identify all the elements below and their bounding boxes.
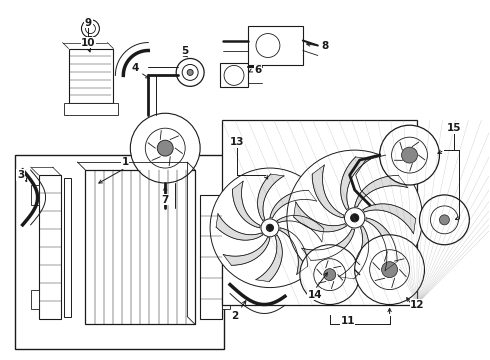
Circle shape xyxy=(85,24,96,33)
Circle shape xyxy=(392,137,427,173)
Circle shape xyxy=(382,262,397,278)
Circle shape xyxy=(261,219,279,237)
Polygon shape xyxy=(366,218,397,271)
Text: 13: 13 xyxy=(230,137,245,147)
Circle shape xyxy=(369,250,410,289)
Polygon shape xyxy=(256,235,282,282)
Circle shape xyxy=(287,150,422,285)
Polygon shape xyxy=(355,175,408,207)
Circle shape xyxy=(344,208,365,228)
Circle shape xyxy=(324,269,336,280)
Circle shape xyxy=(401,147,417,163)
Polygon shape xyxy=(341,157,370,210)
Bar xyxy=(222,120,416,305)
Text: 14: 14 xyxy=(308,289,322,300)
Text: 2: 2 xyxy=(231,311,239,321)
Circle shape xyxy=(380,125,440,185)
Circle shape xyxy=(314,259,346,291)
Polygon shape xyxy=(294,202,346,232)
Polygon shape xyxy=(277,215,324,242)
Text: 8: 8 xyxy=(321,41,328,50)
Text: 9: 9 xyxy=(85,18,92,28)
Circle shape xyxy=(431,206,458,234)
Bar xyxy=(64,103,119,115)
Circle shape xyxy=(157,140,173,156)
Text: 12: 12 xyxy=(410,300,425,310)
Circle shape xyxy=(256,33,280,58)
Polygon shape xyxy=(270,190,317,218)
Text: 7: 7 xyxy=(162,195,169,205)
Circle shape xyxy=(300,245,360,305)
Bar xyxy=(30,289,39,310)
Bar xyxy=(39,175,61,319)
Text: 4: 4 xyxy=(132,63,139,73)
Circle shape xyxy=(145,128,185,168)
Circle shape xyxy=(440,215,449,225)
Circle shape xyxy=(176,58,204,86)
Polygon shape xyxy=(280,228,307,274)
Bar xyxy=(200,195,222,319)
Bar xyxy=(64,178,72,318)
Polygon shape xyxy=(223,238,270,265)
Bar xyxy=(15,155,224,349)
Text: 15: 15 xyxy=(447,123,462,133)
Text: 6: 6 xyxy=(254,66,262,76)
Text: 3: 3 xyxy=(17,170,24,180)
Polygon shape xyxy=(363,204,416,234)
Bar xyxy=(30,185,39,205)
Polygon shape xyxy=(216,214,263,240)
Text: 10: 10 xyxy=(81,37,96,48)
Circle shape xyxy=(355,235,424,305)
Text: 1: 1 xyxy=(122,157,129,167)
Circle shape xyxy=(224,66,244,85)
Bar xyxy=(222,292,230,310)
Circle shape xyxy=(187,69,193,75)
Text: 11: 11 xyxy=(341,316,355,327)
Bar xyxy=(222,205,230,223)
Bar xyxy=(220,63,248,87)
Circle shape xyxy=(182,64,198,80)
Polygon shape xyxy=(258,174,284,221)
Circle shape xyxy=(130,113,200,183)
Circle shape xyxy=(210,168,330,288)
Circle shape xyxy=(81,20,99,37)
Polygon shape xyxy=(232,181,260,228)
Text: 5: 5 xyxy=(182,45,189,55)
Bar xyxy=(248,26,303,66)
Polygon shape xyxy=(302,229,355,260)
Circle shape xyxy=(419,195,469,245)
Polygon shape xyxy=(339,226,368,279)
Bar xyxy=(69,49,113,103)
Circle shape xyxy=(267,224,273,231)
Circle shape xyxy=(351,214,359,222)
Polygon shape xyxy=(312,165,343,218)
Bar xyxy=(85,170,195,324)
